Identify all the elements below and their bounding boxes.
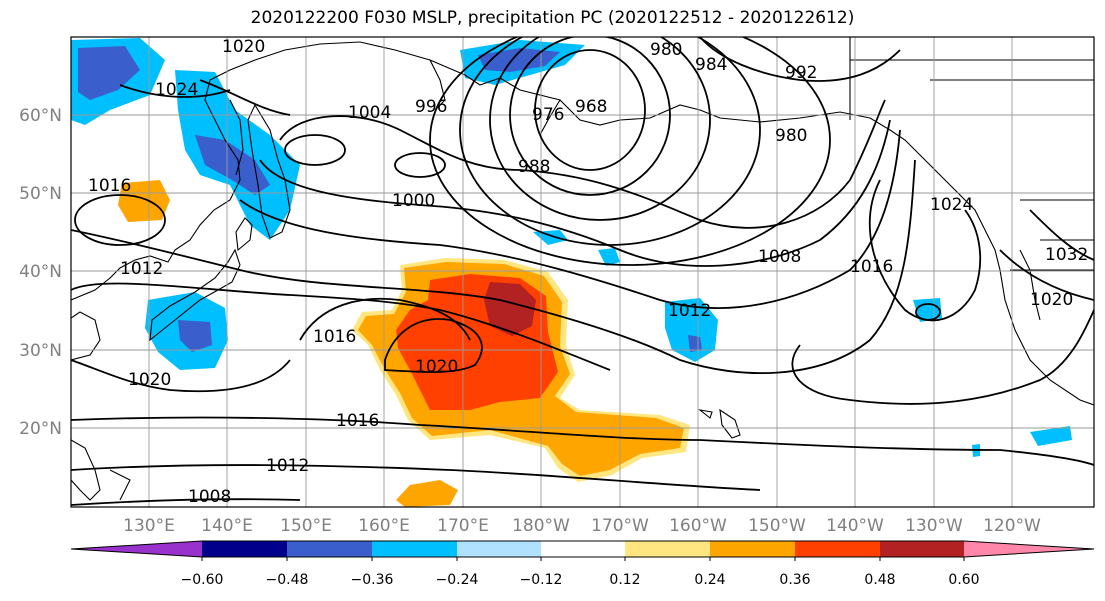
isobar-label: 1016 — [850, 257, 893, 277]
colorbar-segment — [541, 541, 625, 557]
lon-label: 130°E — [123, 516, 175, 536]
colorbar-tick-label: 0.60 — [948, 572, 979, 588]
colorbar-segment — [625, 541, 710, 557]
isobar-label: 992 — [785, 63, 817, 83]
isobar-label: 980 — [650, 40, 682, 60]
colorbar-segment — [287, 541, 372, 557]
colorbar-segment — [457, 541, 541, 557]
graticule — [71, 37, 1094, 507]
colorbar-tick-label: 0.12 — [609, 572, 640, 588]
colorbar-segment — [71, 541, 202, 557]
lat-label: 40°N — [19, 262, 62, 282]
map-panel: 1020 1024 1004 996 980 984 976 968 992 9… — [71, 37, 1094, 507]
lat-label: 60°N — [19, 106, 62, 126]
longitude-labels: 130°E 140°E 150°E 160°E 170°E 180°W 170°… — [123, 516, 1041, 536]
colorbar-segment — [964, 541, 1094, 557]
lat-label: 20°N — [19, 419, 62, 439]
isobar-label: 996 — [415, 97, 447, 117]
colorbar-tick-label: 0.24 — [694, 572, 725, 588]
lon-label: 180°W — [512, 516, 570, 536]
lat-label: 30°N — [19, 341, 62, 361]
colorbar-tick-label: −0.12 — [520, 572, 563, 588]
isobar-label: 968 — [575, 97, 607, 117]
lon-label: 130°W — [905, 516, 963, 536]
colorbar-tick-label: 0.48 — [864, 572, 895, 588]
isobar-label: 988 — [518, 157, 550, 177]
lon-label: 140°E — [201, 516, 253, 536]
isobar-label: 1012 — [266, 456, 309, 476]
lon-label: 160°W — [669, 516, 727, 536]
colorbar-segment — [795, 541, 880, 557]
isobar-label: 1016 — [88, 176, 131, 196]
lon-label: 170°W — [591, 516, 649, 536]
colorbar-segment — [880, 541, 964, 557]
isobar-label: 976 — [532, 105, 564, 125]
isobar-label: 1024 — [930, 195, 973, 215]
isobar-label: 1020 — [1030, 290, 1073, 310]
colorbar-tick-label: −0.48 — [266, 572, 309, 588]
lon-label: 120°W — [983, 516, 1041, 536]
isobar-label: 1012 — [668, 301, 711, 321]
isobar-label: 1020 — [222, 37, 265, 57]
latitude-labels: 60°N 50°N 40°N 30°N 20°N — [19, 106, 62, 439]
isobar-label: 1008 — [758, 247, 801, 267]
colorbar-segment — [372, 541, 457, 557]
colorbar-tick-label: 0.36 — [779, 572, 810, 588]
coastlines — [71, 37, 1094, 501]
isobar-label: 984 — [695, 55, 727, 75]
isobar-label: 1020 — [128, 370, 171, 390]
map-frame — [70, 36, 1095, 508]
colorbar-segment — [710, 541, 795, 557]
isobar-label: 1032 — [1045, 245, 1088, 265]
lat-label: 50°N — [19, 184, 62, 204]
lon-label: 170°E — [437, 516, 489, 536]
colorbar-segment — [202, 541, 287, 557]
isobar-label: 1024 — [155, 80, 198, 100]
colorbar-tick-label: −0.60 — [181, 572, 224, 588]
colorbar-tick-label: −0.24 — [436, 572, 479, 588]
isobar-label: 1000 — [392, 191, 435, 211]
isobar-label: 1016 — [336, 411, 379, 431]
isobars — [71, 37, 1094, 506]
isobar-label: 980 — [775, 126, 807, 146]
isobar-label: 1008 — [188, 487, 231, 507]
colorbar-ticks — [201, 557, 965, 561]
isobar-label: 1004 — [348, 103, 391, 123]
lon-label: 150°E — [280, 516, 332, 536]
isobar-label: 1020 — [415, 357, 458, 377]
isobar-label: 1016 — [313, 327, 356, 347]
isobar-labels: 1020 1024 1004 996 980 984 976 968 992 9… — [88, 37, 1088, 507]
isobar-label: 1012 — [120, 259, 163, 279]
colorbar-tick-label: −0.36 — [351, 572, 394, 588]
lon-label: 140°W — [826, 516, 884, 536]
lon-label: 160°E — [358, 516, 410, 536]
lon-label: 150°W — [748, 516, 806, 536]
colorbar: −0.60 −0.48 −0.36 −0.24 −0.12 0.12 0.24 … — [70, 540, 1095, 588]
map-title: 2020122200 F030 MSLP, precipitation PC (… — [250, 8, 855, 28]
